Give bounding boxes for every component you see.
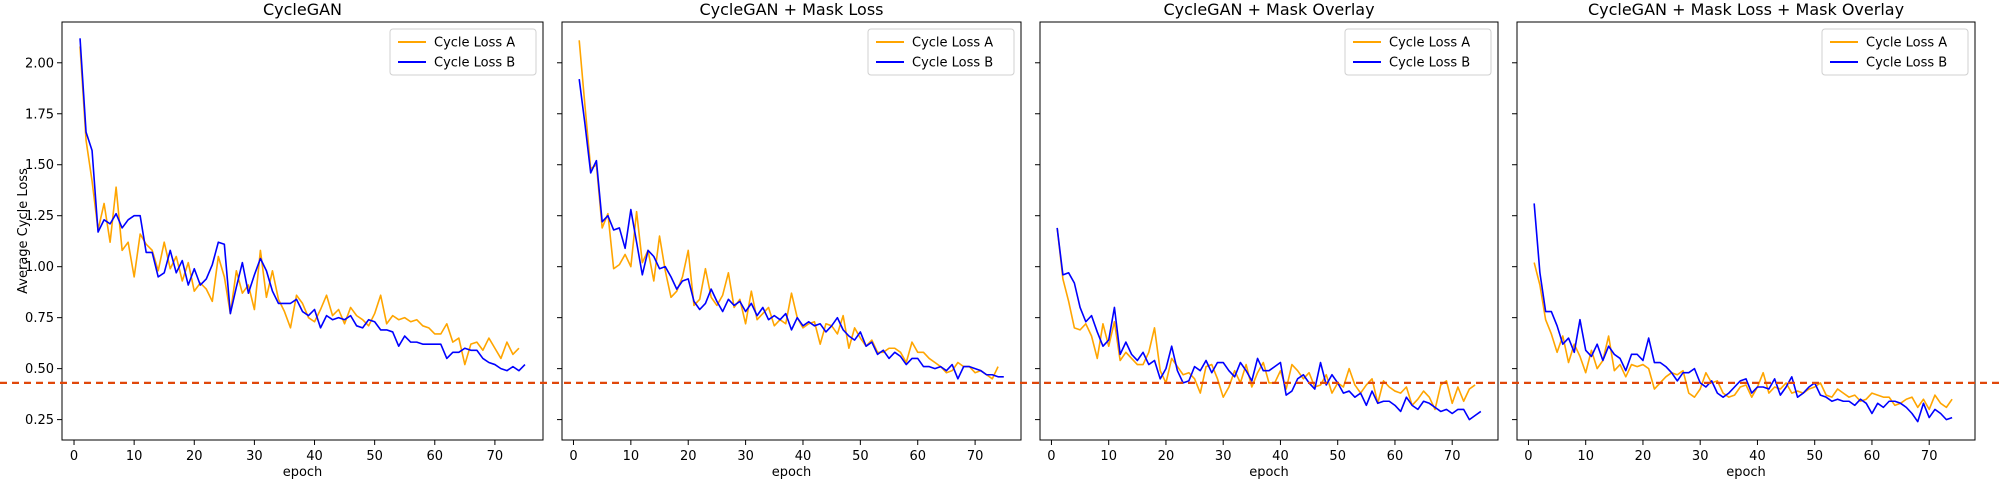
x-tick-label: 30	[1215, 449, 1232, 464]
panel-title: CycleGAN + Mask Overlay	[1163, 0, 1374, 19]
panel-3: CycleGAN + Mask Overlay 0 10 20 30 40 50 60 70 ep…	[1035, 0, 1499, 480]
legend-label-b: Cycle Loss B	[1389, 56, 1470, 71]
x-tick-label: 30	[737, 449, 754, 464]
x-tick-label: 40	[1749, 449, 1766, 464]
legend-box	[1821, 28, 1969, 76]
legend-box	[389, 28, 537, 76]
plot-area	[1533, 203, 1953, 423]
axes-frame	[561, 21, 1022, 441]
x-tick-label: 10	[623, 449, 640, 464]
y-tick-label: 0.50	[25, 362, 54, 377]
series-line-cycle-loss-a	[1533, 262, 1953, 411]
legend-label-a: Cycle Loss A	[912, 36, 993, 51]
x-tick-label: 10	[126, 449, 143, 464]
series-line-cycle-loss-b	[578, 78, 1004, 380]
x-tick-label: 0	[1047, 449, 1055, 464]
x-tick-label: 10	[1100, 449, 1117, 464]
y-tick-label: 2.00	[25, 56, 54, 71]
x-tick-label: 30	[246, 449, 263, 464]
x-tick-label: 70	[1921, 449, 1938, 464]
panel-title: CycleGAN	[263, 0, 342, 19]
x-tick-label: 20	[1158, 449, 1175, 464]
plot-area	[578, 40, 1004, 380]
x-tick-label: 60	[909, 449, 926, 464]
series-line-cycle-loss-a	[1056, 227, 1476, 411]
legend-label-b: Cycle Loss B	[912, 56, 993, 71]
legend-box	[1344, 28, 1492, 76]
x-tick-label: 40	[306, 449, 323, 464]
x-axis-label: epoch	[772, 465, 812, 480]
x-tick-label: 0	[569, 449, 577, 464]
series-line-cycle-loss-a	[79, 46, 520, 366]
legend-label-b: Cycle Loss B	[434, 56, 515, 71]
legend: Cycle Loss A Cycle Loss B	[867, 28, 1015, 76]
plot-area	[1056, 227, 1482, 421]
x-tick-label: 70	[1444, 449, 1461, 464]
x-tick-label: 40	[1272, 449, 1289, 464]
panel-1: CycleGAN 0 10 20 30 40 50 60 70 0.25 0.50 0.75 1.00 1…	[16, 0, 544, 480]
series-line-cycle-loss-b	[1056, 227, 1482, 421]
x-tick-label: 40	[795, 449, 812, 464]
x-axis-label: epoch	[1726, 465, 1766, 480]
legend-label-b: Cycle Loss B	[1866, 56, 1947, 71]
y-tick-label: 1.75	[25, 107, 54, 122]
series-line-cycle-loss-a	[578, 40, 999, 380]
y-tick-label: 1.50	[25, 158, 54, 173]
legend: Cycle Loss A Cycle Loss B	[1821, 28, 1969, 76]
x-tick-label: 60	[1387, 449, 1404, 464]
panel-4: CycleGAN + Mask Loss + Mask Overlay 0 10 20…	[1512, 0, 1976, 480]
x-tick-label: 0	[70, 449, 78, 464]
series-line-cycle-loss-b	[79, 38, 526, 372]
x-tick-label: 30	[1692, 449, 1709, 464]
legend: Cycle Loss A Cycle Loss B	[1344, 28, 1492, 76]
axes-frame	[1516, 21, 1976, 441]
x-tick-label: 70	[487, 449, 504, 464]
x-tick-label: 70	[967, 449, 984, 464]
x-axis-label: epoch	[283, 465, 323, 480]
y-tick-label: 1.25	[25, 209, 54, 224]
legend-label-a: Cycle Loss A	[1866, 36, 1947, 51]
y-tick-label: 0.75	[25, 311, 54, 326]
y-tick-label: 0.25	[25, 413, 54, 428]
panel-title: CycleGAN + Mask Loss + Mask Overlay	[1588, 0, 1904, 19]
legend: Cycle Loss A Cycle Loss B	[389, 28, 537, 76]
x-tick-label: 60	[1864, 449, 1881, 464]
panel-title: CycleGAN + Mask Loss	[699, 0, 883, 19]
x-tick-label: 20	[1635, 449, 1652, 464]
x-tick-label: 0	[1524, 449, 1532, 464]
axes-frame	[61, 21, 544, 441]
plot-area	[79, 38, 526, 372]
y-axis-label: Average Cycle Loss	[16, 168, 31, 294]
x-tick-label: 50	[1329, 449, 1346, 464]
x-tick-label: 50	[852, 449, 869, 464]
x-tick-label: 10	[1577, 449, 1594, 464]
panel-2: CycleGAN + Mask Loss 0 10 20 30 40 50 60 70 epoch…	[557, 0, 1022, 480]
x-tick-label: 50	[1806, 449, 1823, 464]
axes-frame	[1039, 21, 1499, 441]
legend-label-a: Cycle Loss A	[1389, 36, 1470, 51]
x-tick-label: 20	[680, 449, 697, 464]
series-line-cycle-loss-b	[1533, 203, 1953, 423]
legend-box	[867, 28, 1015, 76]
x-tick-label: 60	[427, 449, 444, 464]
y-tick-label: 1.00	[25, 260, 54, 275]
x-axis-label: epoch	[1249, 465, 1289, 480]
x-tick-label: 20	[186, 449, 203, 464]
legend-label-a: Cycle Loss A	[434, 36, 515, 51]
x-tick-label: 50	[366, 449, 383, 464]
